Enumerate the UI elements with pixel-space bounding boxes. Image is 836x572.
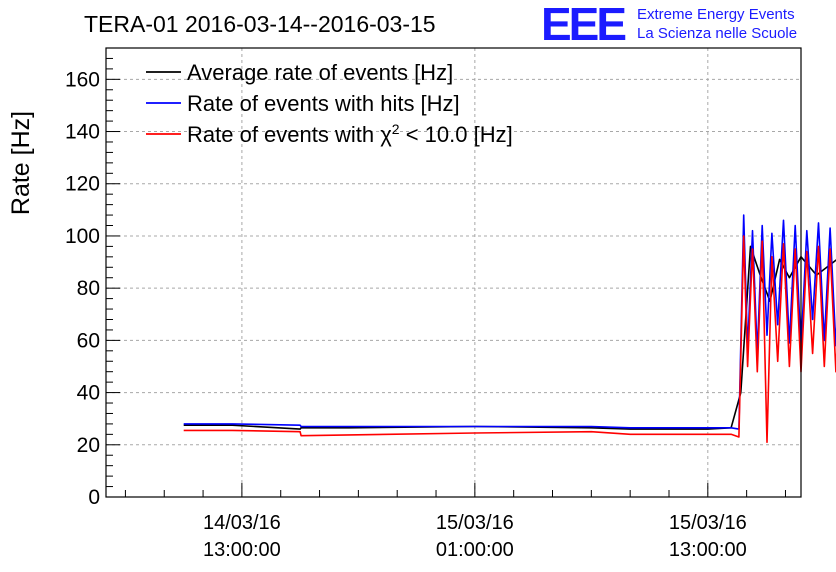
y-tick-label: 20 <box>77 434 100 457</box>
y-tick-label: 0 <box>88 486 100 509</box>
y-tick-label: 160 <box>65 68 100 91</box>
series-group <box>183 214 836 444</box>
legend-label-hits: Rate of events with hits [Hz] <box>187 91 460 116</box>
legend-label-average: Average rate of events [Hz] <box>187 60 453 85</box>
y-tick-label: 140 <box>65 121 100 144</box>
logo-line1: Extreme Energy Events <box>637 6 795 23</box>
y-tick-label: 120 <box>65 173 100 196</box>
legend-label-chi2: Rate of events with χ2 < 10.0 [Hz] <box>187 121 513 147</box>
y-axis-label: Rate [Hz] <box>7 111 35 215</box>
logo-line2: La Scienza nelle Scuole <box>637 25 797 42</box>
y-tick-label: 100 <box>65 225 100 248</box>
series-hits-line <box>183 214 836 430</box>
x-tick-date: 15/03/16 <box>436 512 514 534</box>
logo-letters: EEE <box>541 0 625 50</box>
grid <box>106 48 801 497</box>
chart-title: TERA-01 2016-03-14--2016-03-15 <box>84 11 436 37</box>
x-tick-date: 15/03/16 <box>669 512 747 534</box>
x-tick-time: 13:00:00 <box>203 539 281 561</box>
plot-frame <box>105 47 802 498</box>
eee-logo: EEE Extreme Energy Events La Scienza nel… <box>541 0 797 50</box>
y-tick-label: 40 <box>77 382 100 405</box>
y-tick-label: 80 <box>77 277 100 300</box>
x-tick-time: 13:00:00 <box>669 539 747 561</box>
y-tick-label: 60 <box>77 329 100 352</box>
axes: 0 20 40 60 80 100 120 140 160 14/03/16 13:00:00 15/… <box>65 47 786 561</box>
series-chi2-line <box>183 235 836 444</box>
x-tick-time: 01:00:00 <box>436 539 514 561</box>
legend: Average rate of events [Hz] Rate of even… <box>146 60 513 147</box>
x-tick-date: 14/03/16 <box>203 512 281 534</box>
